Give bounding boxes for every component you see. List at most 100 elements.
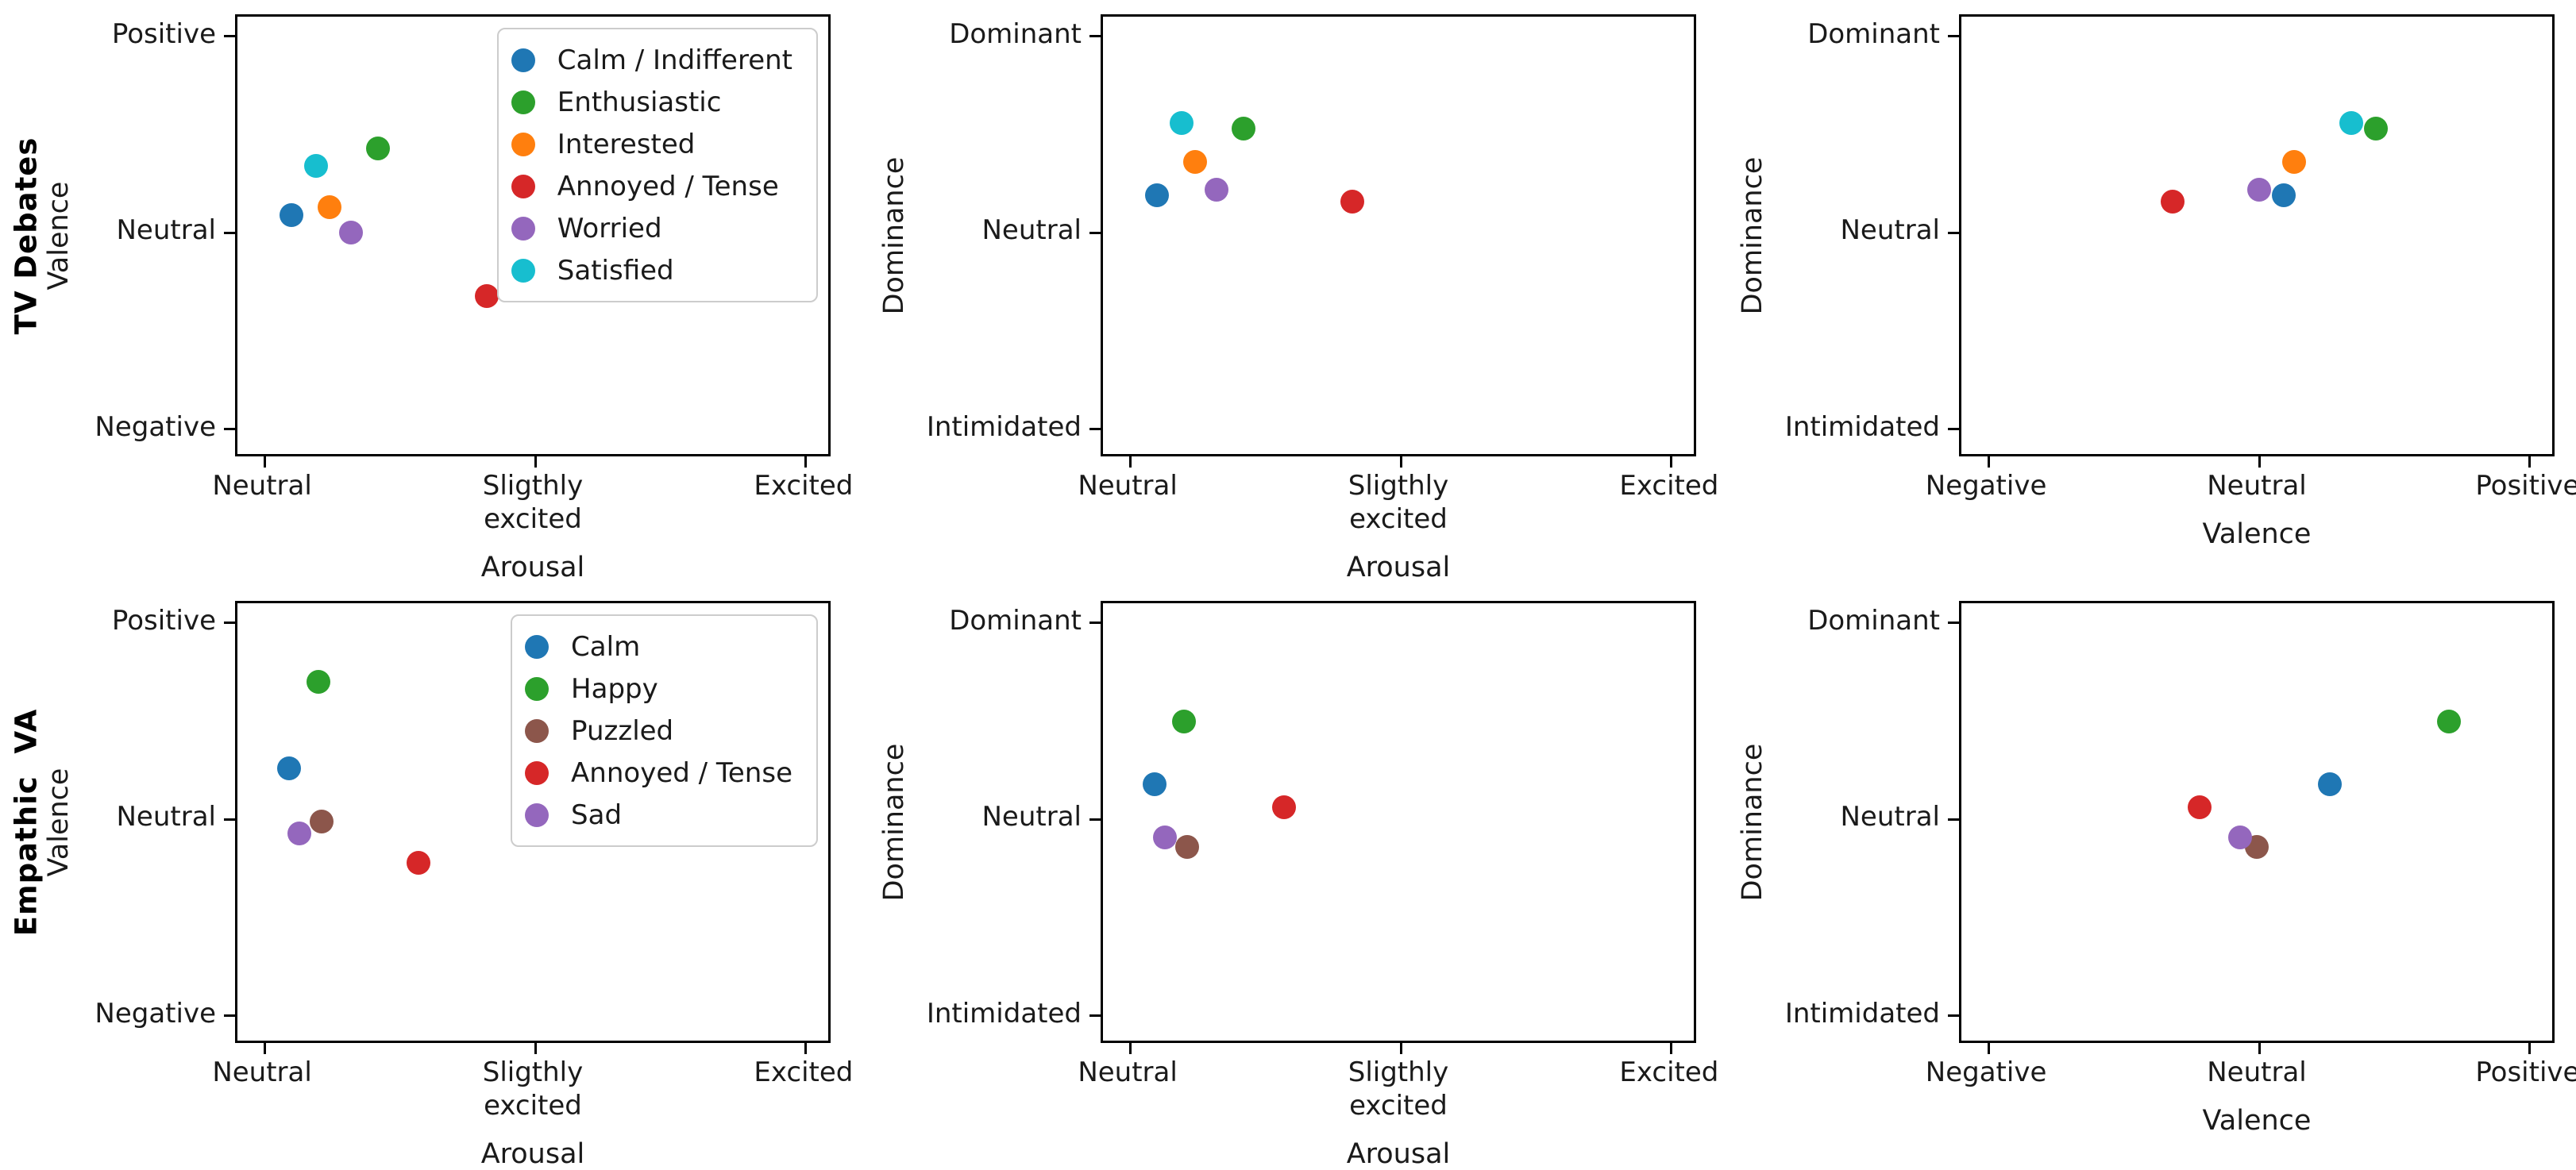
point-interested	[317, 195, 341, 220]
legend-marker-calm-icon	[525, 634, 550, 659]
plot-area-tv-valence-arousal: Calm / Indifferent Enthusiastic Interested…	[224, 14, 831, 468]
x-tick-mark	[2528, 1043, 2532, 1054]
point-annoyed-tense	[1272, 795, 1297, 820]
y-tick-mark	[1089, 35, 1101, 38]
legend-label-calm-indifferent: Calm / Indifferent	[557, 44, 792, 76]
point-satisfied	[303, 154, 328, 179]
y-tick-mark	[1089, 428, 1101, 431]
x-tick-mark	[534, 456, 537, 468]
x-tick-label: Negative	[1925, 470, 2047, 502]
y-tick-mark	[1948, 818, 1959, 821]
legend-item-worried: Worried	[511, 207, 792, 249]
point-puzzled	[1174, 834, 1199, 859]
y-tick-mark	[1089, 231, 1101, 234]
x-axis-label: Valence	[2202, 518, 2312, 550]
point-interested	[1182, 150, 1207, 175]
legend-marker-interested-icon	[511, 132, 535, 156]
legend-item-enthusiastic: Enthusiastic	[511, 81, 792, 123]
x-axis-label: Arousal	[480, 1138, 585, 1170]
legend-item-interested: Interested	[511, 123, 792, 165]
y-tick-mark	[1948, 622, 1959, 625]
subplot-eva-valence-arousal: Calm Happy Puzzled Annoyed / Tense Sad Negati…	[0, 583, 858, 1170]
point-enthusiastic	[366, 136, 391, 160]
legend-marker-calm-indifferent-icon	[511, 48, 535, 72]
y-axis-label-text: Valence	[43, 768, 75, 876]
legend-label-worried: Worried	[557, 212, 662, 244]
subplot-eva-dominance-arousal: Intimidated Neutral Dominant Neutral Sligthl…	[858, 583, 1718, 1170]
x-tick-mark	[1670, 1043, 1673, 1054]
y-tick-mark	[1948, 428, 1959, 431]
x-tick-mark	[1399, 1043, 1402, 1054]
y-tick-label: Intimidated	[1784, 997, 1940, 1030]
point-puzzled	[309, 809, 334, 833]
legend: Calm / Indifferent Enthusiastic Interested…	[496, 28, 818, 302]
y-tick-label: Negative	[94, 410, 216, 443]
point-enthusiastic	[2363, 117, 2388, 141]
legend-label-puzzled: Puzzled	[571, 714, 674, 747]
point-worried	[339, 221, 364, 245]
legend-label-enthusiastic: Enthusiastic	[557, 86, 722, 118]
point-calm	[2317, 772, 2342, 796]
point-enthusiastic	[1232, 117, 1256, 141]
y-tick-label: Negative	[94, 997, 216, 1030]
legend-item-satisfied: Satisfied	[511, 249, 792, 291]
legend-marker-enthusiastic-icon	[511, 90, 535, 114]
legend-marker-happy-icon	[525, 676, 550, 701]
legend-label-satisfied: Satisfied	[557, 254, 674, 287]
y-tick-label: Intimidated	[926, 997, 1082, 1030]
y-tick-label: Intimidated	[926, 410, 1082, 443]
x-axis-label: Valence	[2202, 1105, 2312, 1137]
x-tick-mark	[1987, 1043, 1990, 1054]
legend-marker-sad-icon	[525, 802, 550, 827]
legend: Calm Happy Puzzled Annoyed / Tense Sad	[511, 614, 818, 847]
x-tick-label: Neutral	[2207, 470, 2307, 502]
x-tick-label: Positive	[2475, 470, 2576, 502]
legend-marker-satisfied-icon	[511, 258, 535, 283]
point-calm-indifferent	[280, 203, 304, 228]
point-annoyed-tense	[474, 283, 499, 308]
legend-marker-worried-icon	[511, 216, 535, 241]
point-annoyed-tense	[2188, 795, 2212, 820]
legend-label-annoyed-tense: Annoyed / Tense	[557, 170, 779, 202]
legend-marker-puzzled-icon	[525, 718, 550, 743]
point-annoyed-tense	[2160, 189, 2185, 214]
y-tick-label: Positive	[111, 604, 216, 637]
y-tick-mark	[1089, 622, 1101, 625]
y-tick-mark	[224, 35, 235, 38]
x-tick-label: Sligthly excited	[482, 1056, 584, 1122]
y-tick-mark	[1948, 35, 1959, 38]
x-tick-mark	[534, 1043, 537, 1054]
point-happy	[1172, 709, 1197, 733]
legend-label-annoyed-tense: Annoyed / Tense	[571, 756, 792, 789]
y-tick-label: Positive	[111, 17, 216, 50]
legend-item-calm-indifferent: Calm / Indifferent	[511, 39, 792, 81]
y-tick-label: Neutral	[981, 801, 1082, 833]
x-tick-label: Negative	[1925, 1056, 2047, 1088]
x-tick-mark	[263, 1043, 266, 1054]
point-sad	[1153, 825, 1178, 849]
legend-item-happy: Happy	[525, 668, 792, 710]
y-tick-mark	[224, 818, 235, 821]
x-tick-label: Sligthly excited	[1348, 1056, 1449, 1122]
y-tick-label: Neutral	[116, 801, 217, 833]
point-worried	[1205, 177, 1229, 202]
x-tick-label: Neutral	[1078, 470, 1178, 502]
y-tick-mark	[224, 1014, 235, 1018]
x-tick-label: Positive	[2475, 1056, 2576, 1088]
y-axis-label-text: Valence	[43, 181, 75, 290]
x-tick-mark	[1987, 456, 1990, 468]
x-tick-mark	[2258, 456, 2261, 468]
point-satisfied	[2339, 110, 2363, 135]
legend-item-calm: Calm	[525, 625, 792, 668]
plot-area-eva-valence-arousal: Calm Happy Puzzled Annoyed / Tense Sad	[224, 601, 831, 1054]
subplot-tv-dominance-arousal: Intimidated Neutral Dominant Neutral Sligthl…	[858, 0, 1718, 583]
legend-item-puzzled: Puzzled	[525, 710, 792, 752]
x-tick-label: Excited	[754, 470, 854, 502]
y-tick-label: Neutral	[981, 214, 1082, 247]
x-tick-mark	[1128, 456, 1132, 468]
subplot-eva-dominance-valence: Intimidated Neutral Dominant Negative Neutra…	[1717, 583, 2576, 1167]
plot-area-eva-dominance-arousal	[1089, 601, 1696, 1054]
y-axis-label-text: Dominance	[1737, 743, 1768, 901]
legend-label-sad: Sad	[571, 799, 623, 831]
point-sad	[287, 821, 312, 845]
